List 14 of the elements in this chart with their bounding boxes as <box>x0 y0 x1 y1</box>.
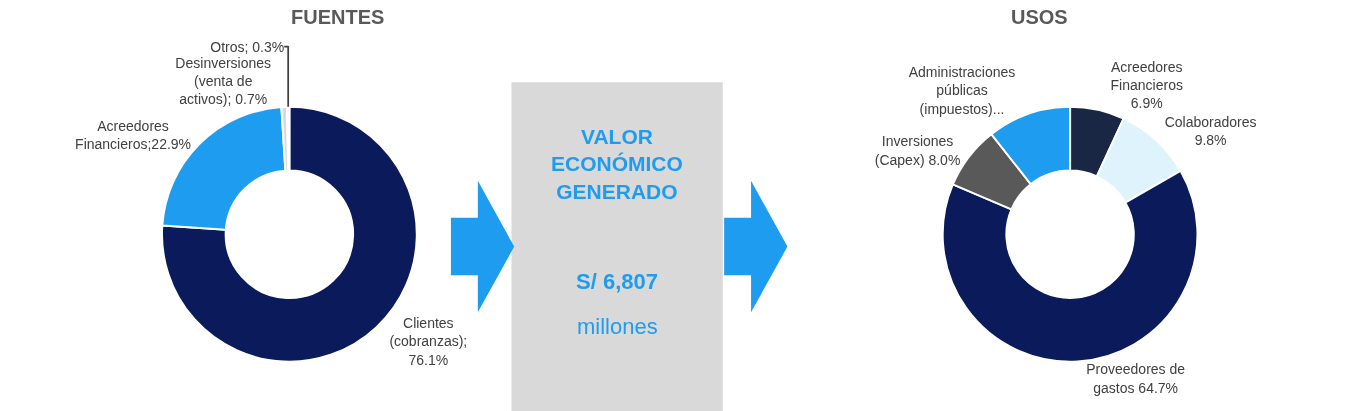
slice-label: Acreedores Financieros;22.9% <box>75 118 192 153</box>
text: millones <box>577 314 658 339</box>
slice-label: Desinversiones (venta de activos); 0.7% <box>175 54 272 108</box>
slice-label: Otros; 0.3% <box>210 38 285 55</box>
chart-title: FUENTES <box>291 6 385 28</box>
slice-label: Inversiones (Capex) 8.0% <box>874 133 961 168</box>
slice-label: Colaboradores 9.8% <box>1164 113 1257 149</box>
slice-label: Clientes (cobranzas); 76.1% <box>389 315 468 368</box>
slice-label: Administraciones públicas (impuestos)... <box>908 64 1016 117</box>
text: S/ 6,807 <box>576 269 658 294</box>
slice-label: Proveedores de gastos 64.7% <box>1086 361 1186 396</box>
chart-title: USOS <box>1011 6 1068 28</box>
text: VALOR ECONÓMICO GENERADO <box>551 125 683 203</box>
slice-label: Acreedores Financieros 6.9% <box>1110 58 1183 112</box>
